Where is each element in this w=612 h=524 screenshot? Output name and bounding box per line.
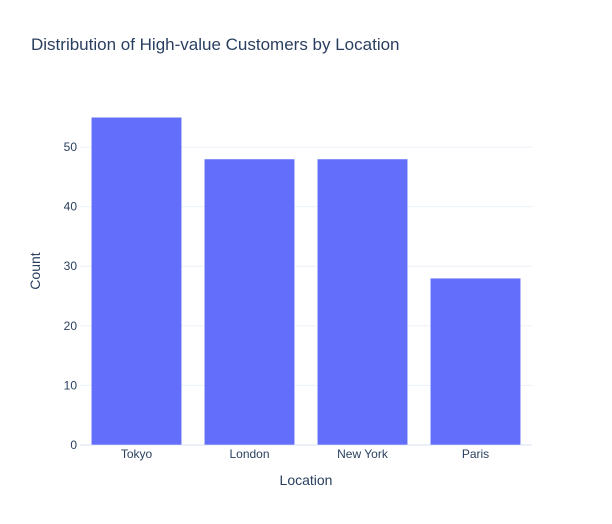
y-tick-label-50: 50	[64, 140, 78, 154]
bar-tokyo[interactable]	[91, 117, 182, 446]
y-tick-label-40: 40	[64, 200, 78, 214]
bars	[91, 117, 521, 446]
y-tick-label-10: 10	[64, 378, 78, 392]
y-tick-label-20: 20	[64, 319, 78, 333]
y-axis-tick-labels: 0 10 20 30 40 50	[64, 140, 78, 452]
y-axis-title: Count	[27, 252, 43, 289]
x-tick-label-tokyo: Tokyo	[121, 447, 153, 461]
x-axis-tick-labels: Tokyo London New York Paris	[121, 447, 489, 461]
x-tick-label-paris: Paris	[462, 447, 489, 461]
y-tick-label-30: 30	[64, 259, 78, 273]
y-tick-label-0: 0	[70, 438, 77, 452]
bar-new-york[interactable]	[317, 158, 408, 446]
x-tick-label-new-york: New York	[337, 447, 389, 461]
x-tick-label-london: London	[229, 447, 269, 461]
bar-london[interactable]	[204, 158, 295, 446]
chart-title: Distribution of High-value Customers by …	[31, 35, 400, 54]
x-axis-title: Location	[280, 472, 333, 488]
bar-paris[interactable]	[430, 277, 521, 446]
